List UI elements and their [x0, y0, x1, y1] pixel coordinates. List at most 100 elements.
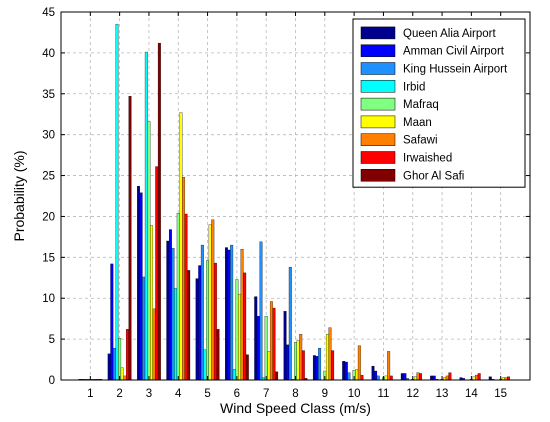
bar: [240, 249, 244, 381]
bar: [315, 356, 319, 381]
bar: [286, 344, 290, 381]
bar: [357, 345, 361, 381]
bar: [371, 365, 375, 381]
x-tick-label: 4: [175, 388, 182, 400]
bar: [110, 263, 114, 381]
bar: [142, 276, 146, 381]
x-tick-label: 3: [146, 388, 152, 400]
bar: [374, 370, 378, 381]
bar: [179, 112, 183, 381]
bar: [432, 375, 436, 381]
bar: [387, 351, 391, 381]
x-tick-label: 14: [465, 388, 478, 400]
x-axis-label: Wind Speed Class (m/s): [220, 400, 371, 416]
bar: [125, 329, 129, 381]
bar: [342, 361, 346, 381]
y-tick-label: 30: [42, 130, 55, 142]
bar: [272, 307, 276, 381]
bar: [107, 353, 111, 381]
x-tick-label: 9: [322, 388, 328, 400]
legend: Queen Alia Airport Amman Civil Airport Kin…: [352, 18, 526, 188]
bar: [176, 213, 180, 381]
bar: [211, 219, 215, 381]
bar: [400, 373, 404, 381]
x-tick-label: 12: [406, 388, 419, 400]
y-tick-label: 20: [42, 211, 55, 223]
bar: [283, 311, 287, 381]
legend-label: Irwaished: [403, 153, 452, 165]
bar: [123, 375, 127, 381]
x-tick-label: 10: [348, 388, 361, 400]
bar: [254, 296, 258, 381]
bar: [216, 329, 220, 381]
bar: [477, 373, 481, 381]
bar: [115, 24, 119, 381]
legend-label: Amman Civil Airport: [403, 46, 505, 58]
bar: [232, 369, 236, 381]
y-tick-label: 40: [42, 48, 55, 60]
bar: [120, 367, 124, 381]
bar: [168, 229, 172, 381]
x-tick-label: 2: [116, 388, 122, 400]
x-tick-label: 5: [204, 388, 210, 400]
bar: [137, 186, 140, 381]
bar: [139, 192, 143, 381]
series-amman-civil-airport: [81, 192, 495, 381]
bar: [389, 375, 393, 381]
y-tick-label: 25: [42, 171, 55, 183]
bar: [301, 350, 305, 381]
y-tick-label: 0: [49, 375, 55, 387]
legend-swatch: [360, 62, 396, 75]
legend-label: Mafraq: [403, 99, 439, 111]
legend-swatch: [360, 133, 396, 146]
x-tick-label: 13: [436, 388, 449, 400]
bar: [243, 272, 247, 381]
bar: [445, 375, 449, 381]
ticks: [61, 11, 530, 381]
bar: [195, 278, 199, 381]
bar: [347, 372, 351, 381]
bar: [448, 372, 452, 381]
bar: [355, 369, 359, 381]
legend-label: Ghor Al Safi: [403, 170, 464, 182]
bars: [78, 24, 510, 381]
bar: [264, 316, 268, 381]
bar: [112, 347, 116, 381]
bar: [384, 375, 388, 381]
bar: [198, 265, 202, 381]
x-tick-label: 7: [263, 388, 269, 400]
bar: [182, 177, 185, 381]
y-tick-label: 15: [42, 252, 55, 264]
bar: [147, 121, 151, 381]
bar: [150, 225, 154, 381]
legend-swatch: [360, 169, 396, 182]
bar: [419, 373, 423, 381]
y-tick-label: 10: [42, 293, 55, 305]
legend-swatch: [360, 115, 396, 129]
bar: [213, 262, 217, 381]
bar: [227, 249, 231, 381]
bar: [299, 334, 303, 381]
bar: [403, 373, 407, 381]
bar: [328, 327, 332, 381]
bar: [256, 316, 260, 381]
y-tick-label: 35: [42, 89, 55, 101]
bar: [157, 42, 161, 381]
bar: [152, 308, 156, 381]
bar: [206, 260, 210, 381]
bar: [416, 372, 420, 381]
y-tick-label: 5: [49, 334, 55, 346]
legend-swatch: [360, 44, 396, 57]
bar: [325, 334, 329, 381]
bar: [208, 224, 212, 381]
bar: [331, 350, 335, 381]
bar: [224, 247, 228, 381]
bar: [344, 361, 348, 381]
bar: [245, 354, 249, 381]
legend-label: Queen Alia Airport: [403, 28, 497, 40]
x-tick-labels: 1 2 3 4 5 6 7 8 9 10 11 12 13 14 15: [87, 388, 507, 400]
bar: [203, 349, 207, 381]
x-tick-label: 15: [494, 388, 507, 400]
bar: [171, 248, 175, 381]
bar: [230, 244, 234, 381]
